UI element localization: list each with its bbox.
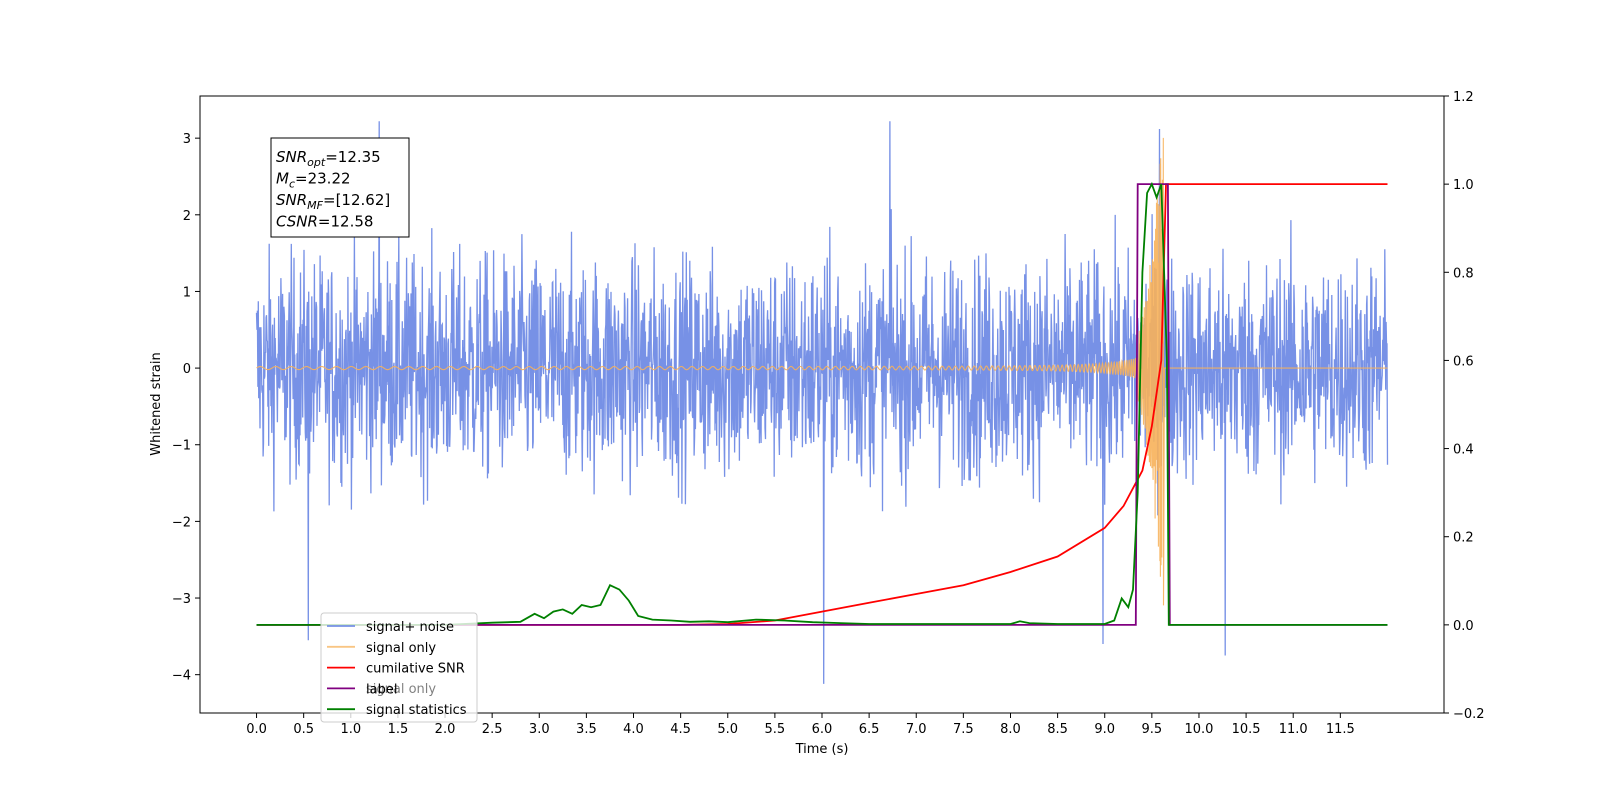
- right-y-tick-label: 0.2: [1453, 531, 1474, 546]
- x-tick-label: 5.0: [717, 722, 738, 737]
- left-y-tick-label: 0: [183, 362, 191, 377]
- annotation-frame: [270, 137, 410, 238]
- x-tick-label: 4.0: [623, 722, 644, 737]
- x-tick-label: 2.0: [435, 722, 456, 737]
- annotation-line: SNRMF=[12.62]: [276, 191, 390, 212]
- legend: signal only signal+ noise signal only cumil…: [320, 612, 478, 723]
- annotation-line: SNRopt=12.35: [276, 148, 381, 169]
- series-layer: [255, 121, 1389, 684]
- left-y-tick-label: 2: [183, 209, 191, 224]
- legend-label: cumilative SNR: [366, 662, 465, 677]
- x-tick-label: 2.5: [482, 722, 503, 737]
- x-tick-label: 8.5: [1047, 722, 1068, 737]
- x-tick-label: 11.5: [1326, 722, 1355, 737]
- x-tick-label: 3.5: [576, 722, 597, 737]
- annotation-box: SNRopt=12.35Mc=23.22SNRMF=[12.62]CSNR=12…: [270, 137, 410, 238]
- legend-label: signal+ noise: [366, 620, 454, 635]
- annotation-value: =12.58: [318, 213, 374, 231]
- legend-label: signal only: [366, 641, 436, 656]
- x-axis: 0.0 0.5 1.0 1.5 2.0 2.5 3.0 3.5 4.0 4.5 5.0 5.5 6.0 6…: [246, 713, 1355, 737]
- x-tick-label: 9.5: [1142, 722, 1163, 737]
- x-tick-label: 11.0: [1279, 722, 1308, 737]
- right-y-axis: 1.2 1.0 0.8 0.6 0.4 0.2 0.0 −0.2: [1444, 90, 1485, 722]
- right-y-tick-label: −0.2: [1453, 707, 1485, 722]
- right-y-tick-label: 1.2: [1453, 90, 1474, 105]
- series-signal-only: [256, 137, 1388, 606]
- annotation-symbol: M: [276, 170, 289, 188]
- legend-label: signal statistics: [366, 703, 467, 718]
- right-y-tick-label: 1.0: [1453, 178, 1474, 193]
- left-y-tick-label: 1: [183, 285, 191, 300]
- x-tick-label: 5.5: [765, 722, 786, 737]
- x-tick-label: 6.5: [859, 722, 880, 737]
- annotation-line: Mc=23.22: [276, 170, 351, 191]
- annotation-value: =23.22: [295, 170, 351, 188]
- left-y-tick-label: 3: [183, 132, 191, 147]
- annotation-subscript: c: [289, 178, 295, 191]
- left-y-tick-label: −4: [172, 669, 191, 684]
- legend-overlapped-label: signal only: [366, 682, 436, 697]
- left-y-tick-label: −1: [172, 439, 191, 454]
- annotation-symbol: SNR: [276, 148, 307, 166]
- left-y-tick-label: −3: [172, 592, 191, 607]
- x-tick-label: 1.5: [388, 722, 409, 737]
- x-tick-label: 4.5: [670, 722, 691, 737]
- x-tick-label: 6.0: [812, 722, 833, 737]
- x-tick-label: 0.0: [246, 722, 267, 737]
- x-tick-label: 10.0: [1184, 722, 1213, 737]
- annotation-value: =12.35: [325, 148, 381, 166]
- x-tick-label: 0.5: [293, 722, 314, 737]
- series-cumulative-snr: [256, 183, 1388, 626]
- right-y-tick-label: 0.4: [1453, 443, 1474, 458]
- x-tick-label: 7.0: [906, 722, 927, 737]
- x-axis-title: Time (s): [795, 742, 849, 757]
- y-axis-title: Whitened strain: [149, 352, 164, 455]
- left-y-tick-label: −2: [172, 515, 191, 530]
- annotation-symbol: SNR: [276, 191, 307, 209]
- x-tick-label: 9.0: [1094, 722, 1115, 737]
- x-tick-label: 7.5: [953, 722, 974, 737]
- legend-frame: [320, 612, 478, 723]
- annotation-line: CSNR=12.58: [276, 213, 373, 231]
- x-tick-label: 1.0: [340, 722, 361, 737]
- x-tick-label: 10.5: [1232, 722, 1261, 737]
- annotation-value: =[12.62]: [323, 191, 390, 209]
- legend-label: label: [366, 682, 397, 697]
- left-y-axis: 3 2 1 0 −1 −2 −3 −4: [172, 132, 200, 684]
- series-signal-statistics: [256, 181, 1388, 626]
- annotation-symbol: CSNR: [276, 213, 318, 231]
- annotation-subscript: MF: [307, 199, 323, 212]
- series-signal-noise: [255, 121, 1389, 684]
- x-tick-label: 3.0: [529, 722, 550, 737]
- right-y-tick-label: 0.0: [1453, 619, 1474, 634]
- right-y-tick-label: 0.6: [1453, 354, 1474, 369]
- x-tick-label: 8.0: [1000, 722, 1021, 737]
- annotation-subscript: opt: [307, 156, 326, 169]
- right-y-tick-label: 0.8: [1453, 266, 1474, 281]
